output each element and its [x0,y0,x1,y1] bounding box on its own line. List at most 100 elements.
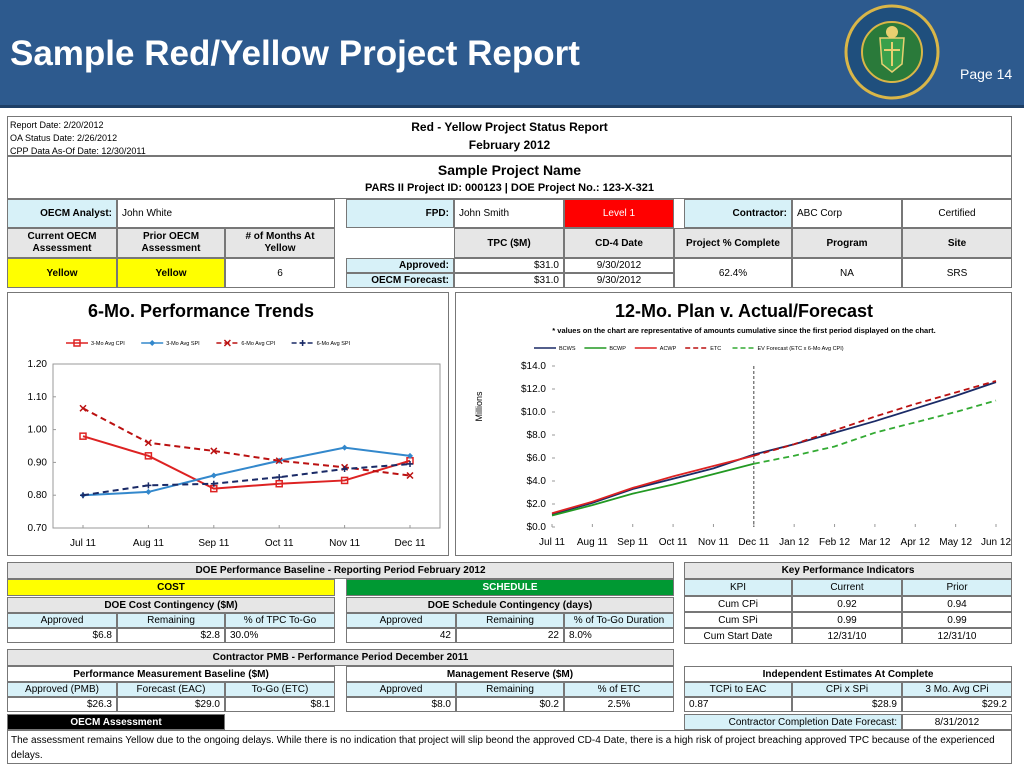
x-tick-label: Nov 11 [698,537,729,548]
page-number: Page 14 [960,66,1013,82]
mr-title: Management Reserve ($M) [346,666,674,682]
schedule-contingency-title: DOE Schedule Contingency (days) [346,597,674,613]
data-point [144,439,152,447]
fpd-name: John Smith [454,199,564,228]
oa-status-date: OA Status Date: 2/26/2012 [10,133,118,143]
cost-col-approved: Approved [7,613,117,628]
report-date: Report Date: 2/20/2012 [10,120,104,130]
contractor-name: ABC Corp [792,199,902,228]
ieac-value: $28.9 [792,697,902,712]
series-line [82,435,411,490]
kpi-name: Cum Start Date [684,628,792,644]
contractor-label: Contractor: [684,199,792,228]
mr-value: $0.2 [456,697,564,712]
data-point [80,492,86,499]
legend-label: 6-Mo Avg SPI [317,341,351,347]
chart-subtitle: * values on the chart are representative… [552,326,935,335]
x-tick-label: Jul 11 [70,538,96,549]
ieac-col: 3 Mo. Avg CPi [902,682,1012,697]
y-tick-label: 1.00 [28,425,48,436]
y-tick-label: 0.80 [28,490,48,501]
x-tick-label: May 12 [939,537,972,548]
tpc-approved: $31.0 [454,258,564,273]
sched-approved: 42 [346,628,456,643]
sched-pct: 8.0% [564,628,674,643]
sched-col-pct: % of To-Go Duration [564,613,674,628]
pmb-value: $26.3 [7,697,117,712]
data-point [210,447,218,455]
y-axis-label: Millions [474,391,484,422]
pmb-col: Forecast (EAC) [117,682,225,697]
data-point [340,476,349,485]
x-tick-label: Nov 11 [329,538,360,549]
level-badge: Level 1 [564,199,674,228]
y-tick-label: 0.90 [28,457,48,468]
y-tick-label: $4.0 [527,476,547,487]
ieac-value: 0.87 [684,697,792,712]
program-header: Program [792,228,902,258]
cost-approved: $6.8 [7,628,117,643]
legend-label: 3-Mo Avg CPI [91,341,125,347]
performance-trends-chart: 6-Mo. Performance Trends 3-Mo Avg CPI 3-Mo… [28,301,441,549]
x-tick-label: Feb 12 [819,537,851,548]
pct-complete-header: Project % Complete [674,228,792,258]
oecm-forecast-label: OECM Forecast: [346,273,454,288]
x-tick-label: Sep 11 [617,537,648,548]
cd4-header: CD-4 Date [564,228,674,258]
x-tick-label: Jul 11 [539,537,565,548]
certified-status: Certified [902,199,1012,228]
data-point [275,479,283,488]
tpc-header: TPC ($M) [454,228,564,258]
cpp-date: CPP Data As-Of Date: 12/30/2011 [10,146,146,156]
plan-actual-panel: 12-Mo. Plan v. Actual/Forecast * values o… [455,292,1012,556]
data-point [299,340,306,346]
y-tick-label: $12.0 [521,384,546,395]
mr-col: Remaining [456,682,564,697]
data-point [79,432,87,440]
kpi-name: Cum SPi [684,612,792,628]
project-ids: PARS II Project ID: 000123 | DOE Project… [365,182,654,194]
kpi-col-kpi: KPI [684,579,792,596]
y-tick-label: 1.20 [28,359,48,370]
pct-complete: 62.4% [674,258,792,288]
sched-col-approved: Approved [346,613,456,628]
kpi-col-current: Current [792,579,902,596]
x-tick-label: Oct 11 [265,538,294,549]
kpi-prior: 0.99 [902,612,1012,628]
completion-label: Contractor Completion Date Forecast: [684,714,902,730]
data-point [145,488,152,495]
project-name-box [7,156,1012,199]
series-line [551,454,755,515]
fpd-label: FPD: [346,199,454,228]
kpi-current: 12/31/10 [792,628,902,644]
y-tick-label: $8.0 [527,430,547,441]
analyst-label: OECM Analyst: [7,199,117,228]
kpi-col-prior: Prior [902,579,1012,596]
x-tick-label: Apr 12 [901,537,931,548]
x-tick-label: Mar 12 [859,537,891,548]
performance-trends-panel: 6-Mo. Performance Trends 3-Mo Avg CPI 3-Mo… [7,292,449,556]
plan-actual-chart: 12-Mo. Plan v. Actual/Forecast * values o… [474,301,1011,548]
approved-label: Approved: [346,258,454,273]
data-point [276,474,283,481]
data-point [210,472,217,479]
project-name: Sample Project Name [437,162,582,178]
kpi-name: Cum CPi [684,596,792,612]
current-assessment-header: Current OECM Assessment [7,228,117,258]
months-yellow-header: # of Months At Yellow [225,228,335,258]
cost-header: COST [7,579,335,596]
cost-pct: 30.0% [225,628,335,643]
assessment-text: The assessment remains Yellow due to the… [7,730,1012,764]
oecm-assessment-label: OECM Assessment [7,714,225,730]
ieac-col: TCPi to EAC [684,682,792,697]
data-point [210,480,217,487]
cd4-approved: 9/30/2012 [564,258,674,273]
site-header: Site [902,228,1012,258]
data-point [223,339,231,347]
prior-assessment: Yellow [117,258,225,288]
data-point [407,452,413,459]
legend-label: ETC [710,346,721,352]
sched-col-remaining: Remaining [456,613,564,628]
sched-remaining: 22 [456,628,564,643]
data-point [275,457,283,465]
